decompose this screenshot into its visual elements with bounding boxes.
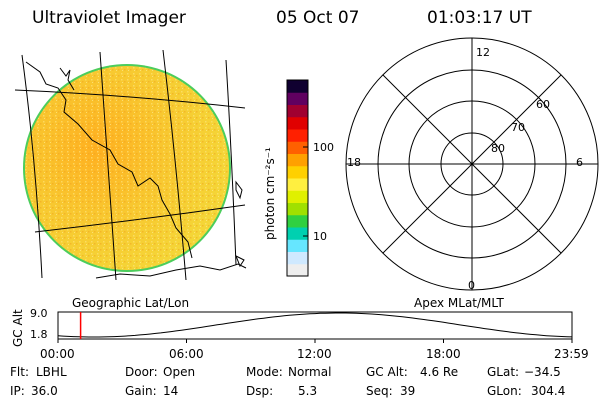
polar-lat-label-80: 80 [491,142,505,155]
meridian-line [162,49,187,281]
mode-label: Mode: [246,365,283,379]
ip-label: IP: [10,384,25,398]
colorbar-strip [287,239,308,252]
altitude-x-tick-1: 06:00 [169,347,204,361]
altitude-x-tick-2: 12:00 [297,347,332,361]
gain-value: 14 [163,384,179,398]
colorbar-strip [287,227,308,240]
flt-label: Flt: [10,365,29,379]
geo-disk-texture [25,66,229,270]
polar-plot-caption: Apex MLat/MLT [414,296,504,310]
polar-plot [345,37,599,291]
polar-diagonal [382,74,562,254]
colorbar-strip [287,251,308,265]
altitude-axis-label: GC Alt [11,309,25,347]
colorbar-strip [287,263,308,277]
island-path [235,180,243,200]
glon-label: GLon: [487,384,522,398]
altitude-y-max: 9.0 [30,307,48,320]
colorbar-strip [287,80,308,93]
gcalt-label: GC Alt: [366,365,408,379]
island-path [235,254,245,268]
flt-value: LBHL [36,365,67,379]
geo-grid-lines [14,49,246,281]
colorbar-strip [287,129,308,142]
dsp-value: 5.3 [298,384,318,398]
colorbar-strip [287,141,308,154]
glat-value: −34.5 [524,365,561,379]
geo-map [14,49,247,281]
polar-mlt-label-18: 18 [347,156,361,169]
colorbar-strip [287,153,308,167]
coastline-path [95,263,247,279]
altitude-plot [57,311,573,343]
colorbar-frame [286,79,309,277]
glat-label: GLat: [487,365,520,379]
gcalt-value: 4.6 Re [420,365,459,379]
altitude-x-tick-0: 00:00 [40,347,75,361]
colorbar-unit-label: photon cm⁻²s⁻¹ [263,147,277,240]
polar-lat-label-60: 60 [536,98,550,111]
coastline-path [25,61,193,259]
colorbar-strip [287,165,308,179]
colorbar-tick-label-10: 10 [313,230,327,243]
glon-value: 304.4 [531,384,566,398]
polar-lat-label-70: 70 [511,121,525,134]
parallel-line [14,89,246,109]
parallel-line [34,204,246,233]
ip-value: 36.0 [31,384,58,398]
altitude-x-tick-3: 18:00 [426,347,461,361]
dsp-label: Dsp: [246,384,274,398]
colorbar-strip [287,104,308,118]
date-label: 05 Oct 07 [276,8,360,28]
polar-mlt-label-0: 0 [468,279,475,292]
meridian-line [225,59,237,266]
altitude-curve [57,312,573,338]
polar-mlt-label-12: 12 [476,46,490,59]
meridian-line [99,51,117,281]
colorbar-strip [287,214,308,228]
colorbar-strip [287,202,308,216]
door-value: Open [163,365,196,379]
colorbar-strips [287,80,308,277]
meridian-line [21,54,43,279]
seq-value: 39 [400,384,416,398]
colorbar-strip [287,190,308,203]
colorbar-strip [287,116,308,130]
colorbar [286,79,309,277]
mode-value: Normal [288,365,332,379]
colorbar-tick-label-100: 100 [313,141,334,154]
altitude-y-min: 1.8 [30,328,48,341]
colorbar-strip [287,178,308,191]
instrument-title: Ultraviolet Imager [32,8,186,28]
altitude-x-tick-4: 23:59 [554,347,589,361]
door-label: Door: [125,365,158,379]
altitude-x-ticks [57,339,573,343]
coastline-path [59,67,75,91]
geo-map-caption: Geographic Lat/Lon [72,296,190,310]
time-label: 01:03:17 UT [427,8,532,28]
coastlines [25,61,247,279]
polar-mlt-label-6: 6 [576,156,583,169]
seq-label: Seq: [366,384,393,398]
gain-label: Gain: [125,384,157,398]
colorbar-strip [287,92,308,105]
